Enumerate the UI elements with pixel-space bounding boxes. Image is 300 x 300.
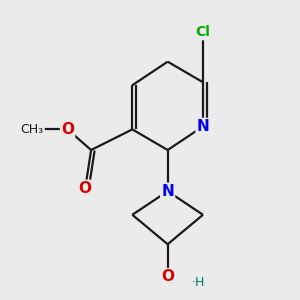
- Text: ·H: ·H: [191, 276, 205, 289]
- Text: N: N: [161, 184, 174, 199]
- Text: CH₃: CH₃: [21, 123, 44, 136]
- Text: Cl: Cl: [196, 25, 210, 39]
- Text: N: N: [196, 119, 209, 134]
- Text: O: O: [61, 122, 74, 137]
- Text: O: O: [161, 269, 174, 284]
- Text: O: O: [79, 181, 92, 196]
